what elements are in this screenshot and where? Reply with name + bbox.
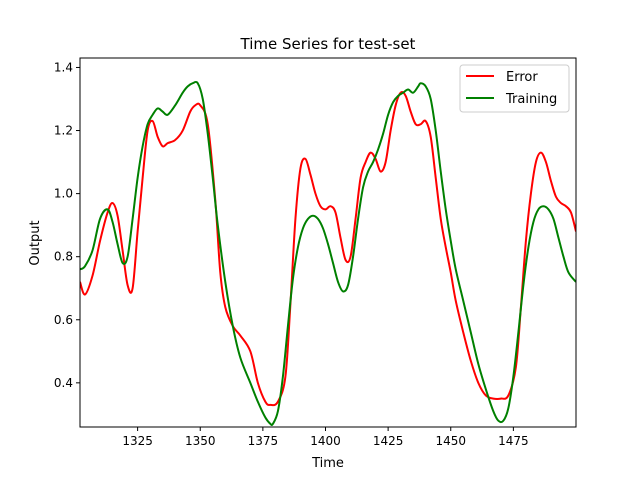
- plot-area: 1325 1350 1375 1400 1425 1450 1475 0.4 0.6 0.8 1.…: [54, 57, 577, 448]
- y-tick-label: 0.8: [54, 250, 73, 264]
- x-tick-label: 1450: [435, 434, 466, 448]
- legend: Error Training: [459, 64, 570, 113]
- x-axis-ticks: 1325 1350 1375 1400 1425 1450 1475: [122, 427, 529, 448]
- x-tick-label: 1425: [373, 434, 404, 448]
- y-tick-label: 0.6: [54, 313, 73, 327]
- x-tick-label: 1475: [498, 434, 529, 448]
- y-tick-label: 1.4: [54, 60, 73, 74]
- series-line-training: [80, 80, 576, 427]
- series-line-error: [80, 91, 576, 407]
- plot-frame: [79, 57, 577, 428]
- legend-label-training: Training: [505, 92, 557, 107]
- y-axis-ticks: 0.4 0.6 0.8 1.0 1.2 1.4: [54, 60, 80, 390]
- y-axis-label: Output: [28, 220, 43, 265]
- legend-label-error: Error: [506, 70, 538, 85]
- x-tick-label: 1375: [248, 434, 279, 448]
- x-tick-label: 1400: [310, 434, 341, 448]
- series-layer: [80, 80, 576, 427]
- x-axis-label: Time: [311, 456, 344, 471]
- y-tick-label: 1.2: [54, 124, 73, 138]
- x-tick-label: 1350: [185, 434, 216, 448]
- chart-title: Time Series for test-set: [240, 35, 416, 53]
- y-tick-label: 0.4: [54, 376, 73, 390]
- y-tick-label: 1.0: [54, 187, 73, 201]
- x-tick-label: 1325: [122, 434, 153, 448]
